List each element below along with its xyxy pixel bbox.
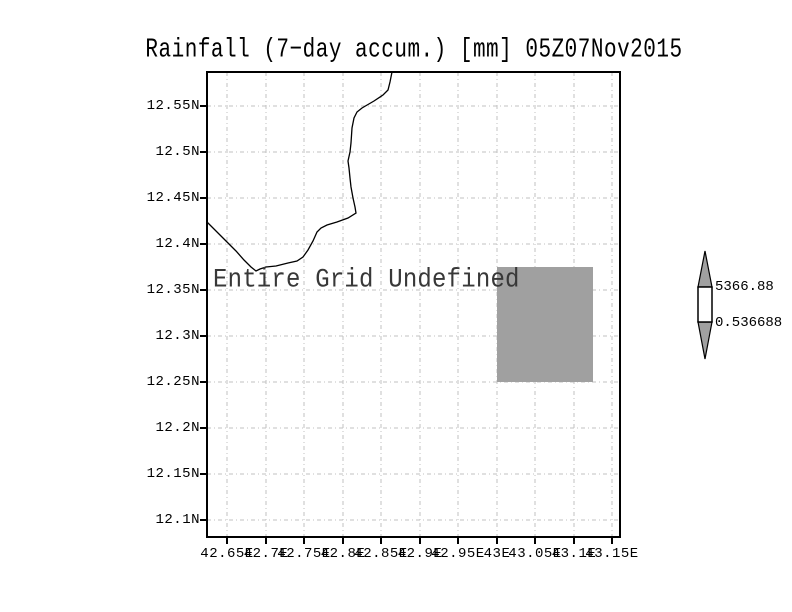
colorbar-range-box bbox=[697, 286, 713, 323]
x-axis-label: 42.85E bbox=[354, 546, 408, 562]
colorbar-lower-arrow bbox=[697, 321, 713, 360]
y-axis-label: 12.15N bbox=[146, 466, 200, 482]
x-axis-label: 42.95E bbox=[431, 546, 485, 562]
y-axis-label: 12.4N bbox=[155, 236, 200, 252]
shaded-grid-cell bbox=[497, 267, 593, 382]
y-axis-label: 12.2N bbox=[155, 420, 200, 436]
colorbar-upper-arrow bbox=[697, 250, 713, 288]
x-axis-label: 43E bbox=[483, 546, 511, 562]
y-axis-label: 12.25N bbox=[146, 374, 200, 390]
plot-title: Rainfall (7−day accum.) [mm] 05Z07Nov201… bbox=[145, 36, 683, 66]
x-axis-label: 42.8E bbox=[320, 546, 366, 562]
y-axis-label: 12.3N bbox=[155, 328, 200, 344]
y-axis-label: 12.45N bbox=[146, 190, 200, 206]
x-axis-label: 43.15E bbox=[585, 546, 639, 562]
x-axis-label: 42.9E bbox=[397, 546, 443, 562]
y-axis-label: 12.1N bbox=[155, 512, 200, 528]
axis-ticks bbox=[200, 105, 613, 544]
gridlines bbox=[207, 72, 620, 537]
coastline bbox=[206, 71, 393, 272]
colorbar-min-label: 0.536688 bbox=[715, 315, 783, 331]
y-axis-label: 12.35N bbox=[146, 282, 200, 298]
x-axis-label: 42.75E bbox=[277, 546, 331, 562]
x-axis-label: 42.65E bbox=[200, 546, 254, 562]
y-axis-label: 12.5N bbox=[155, 144, 200, 160]
x-axis-label: 43.1E bbox=[551, 546, 597, 562]
colorbar bbox=[697, 250, 713, 360]
undefined-grid-message: Entire Grid Undefined bbox=[213, 265, 520, 296]
colorbar-max-label: 5366.88 bbox=[715, 279, 774, 295]
y-axis-label: 12.55N bbox=[146, 98, 200, 114]
x-axis-label: 42.7E bbox=[243, 546, 289, 562]
x-axis-label: 43.05E bbox=[508, 546, 562, 562]
plot-frame bbox=[206, 71, 621, 538]
